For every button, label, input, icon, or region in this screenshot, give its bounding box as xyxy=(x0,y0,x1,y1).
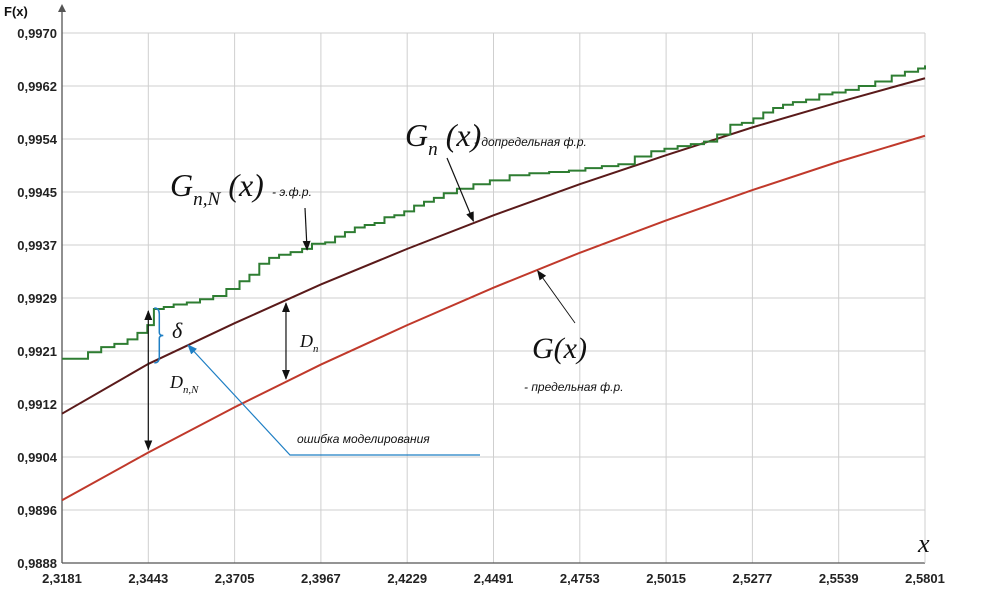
gnN-label: Gn,N (x) xyxy=(170,167,264,210)
y-tick-label: 0,9937 xyxy=(17,238,57,253)
axes xyxy=(58,4,926,564)
delta-label: δ xyxy=(172,318,183,343)
series-line-gn xyxy=(61,77,926,415)
y-tick-label: 0,9929 xyxy=(17,291,57,306)
annotations: Gn,N (x) - э.ф.р. Gn (x)- допредельная ф.р… xyxy=(144,117,624,456)
x-ticks: 2,3181 2,3443 2,3705 2,3967 2,4229 2,4491 2,47… xyxy=(42,571,945,586)
g-label: G(x) xyxy=(532,332,587,365)
error-label: ошибка моделирования xyxy=(297,432,430,446)
error-pointer xyxy=(187,344,480,456)
y-tick-label: 0,9912 xyxy=(17,397,57,412)
x-tick-label: 2,3181 xyxy=(42,571,82,586)
delta-brace xyxy=(154,307,164,364)
y-tick-label: 0,9888 xyxy=(17,556,57,571)
x-axis-title: x xyxy=(917,529,930,558)
grid xyxy=(61,32,926,564)
x-tick-label: 2,5801 xyxy=(905,571,945,586)
series-group xyxy=(61,65,926,502)
x-tick-label: 2,5539 xyxy=(819,571,859,586)
x-tick-label: 2,3705 xyxy=(215,571,255,586)
y-tick-label: 0,9962 xyxy=(17,79,57,94)
dnN-label: Dn,N xyxy=(169,372,199,396)
gnN-pointer xyxy=(302,207,311,251)
gn-pointer xyxy=(446,157,474,223)
series-line-g xyxy=(61,134,926,502)
y-axis-title: F(x) xyxy=(4,4,28,19)
y-tick-label: 0,9921 xyxy=(17,344,57,359)
y-tick-label: 0,9904 xyxy=(17,450,58,465)
series-line-gnN xyxy=(62,65,926,360)
g-suffix: - предельная ф.р. xyxy=(524,380,624,394)
y-tick-label: 0,9954 xyxy=(17,132,58,147)
x-tick-label: 2,4491 xyxy=(474,571,514,586)
y-ticks: 0,9888 0,9896 0,9904 0,9912 0,9921 0,9929 0,99… xyxy=(17,26,58,571)
x-tick-label: 2,4229 xyxy=(387,571,427,586)
gnN-suffix: - э.ф.р. xyxy=(272,185,312,199)
x-tick-label: 2,3443 xyxy=(128,571,168,586)
y-tick-label: 0,9896 xyxy=(17,503,57,518)
x-tick-label: 2,4753 xyxy=(560,571,600,586)
dn-label: Dn xyxy=(299,331,318,355)
gn-suffix: - допредельная ф.р. xyxy=(474,135,587,149)
g-pointer xyxy=(537,269,576,324)
y-tick-label: 0,9970 xyxy=(17,26,57,41)
x-tick-label: 2,5015 xyxy=(646,571,686,586)
y-tick-label: 0,9945 xyxy=(17,185,57,200)
x-tick-label: 2,5277 xyxy=(733,571,773,586)
x-tick-label: 2,3967 xyxy=(301,571,341,586)
gn-label: Gn (x) xyxy=(405,117,481,160)
